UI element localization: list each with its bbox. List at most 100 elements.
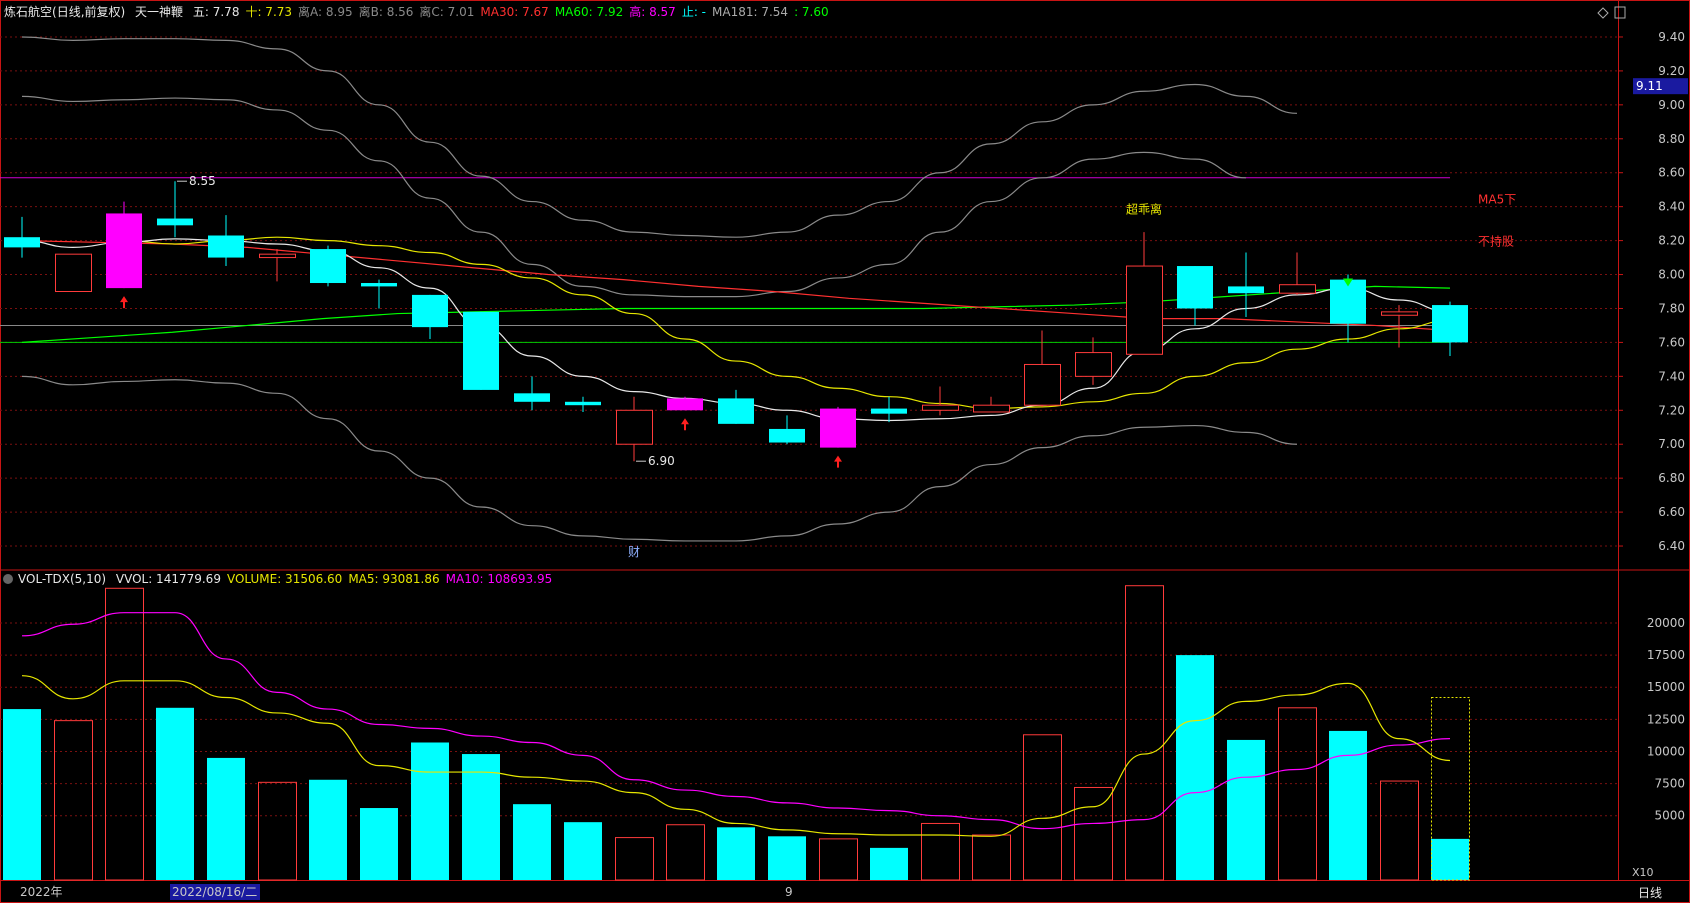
candle-body — [1330, 279, 1366, 324]
price-tick-label: 7.40 — [1658, 369, 1685, 383]
volume-bar — [717, 827, 755, 880]
volume-tick-label: 17500 — [1647, 648, 1685, 662]
diamond-icon — [1597, 7, 1609, 19]
price-tick-label: 8.60 — [1658, 166, 1685, 180]
period-tab[interactable]: 日线 — [1638, 886, 1662, 900]
volume-bar — [258, 781, 297, 881]
volume-tick-label: 5000 — [1654, 809, 1685, 823]
price-tick-label: 7.60 — [1658, 335, 1685, 349]
volume-ma5-line — [21, 675, 1451, 837]
chart-annotation: 财 — [628, 545, 640, 559]
volume-value-1: VOLUME: 31506.60 — [226, 572, 343, 586]
price-tick-label: 9.40 — [1658, 30, 1685, 44]
header-value-3: 离B: 8.56 — [358, 5, 414, 19]
candle-body — [922, 404, 959, 411]
candle-body — [667, 398, 703, 411]
volume-tick-label: 15000 — [1647, 680, 1685, 694]
candle-body — [310, 249, 346, 284]
price-tick-label: 7.00 — [1658, 437, 1685, 451]
candle-body — [514, 393, 550, 402]
candle-body — [106, 213, 142, 289]
chart-annotation: 不持股 — [1478, 234, 1514, 249]
header-value-2: 离A: 8.95 — [298, 5, 353, 19]
candle-body — [616, 409, 653, 445]
volume-bar — [615, 837, 654, 881]
volume-bar — [1278, 707, 1317, 881]
volume-tick-label: 10000 — [1647, 744, 1685, 758]
volume-value-2: MA5: 93081.86 — [348, 572, 440, 586]
volume-value-3: MA10: 108693.95 — [445, 572, 553, 586]
sell-signal-arrow — [1343, 278, 1353, 287]
volume-bar — [105, 587, 144, 881]
main-chart-header: 炼石航空(日线,前复权) 天一神鞭 五: 7.78 十: 7.73 离A: 8.95… — [4, 3, 841, 20]
volume-bar — [1023, 734, 1062, 881]
header-value-1: 十: 7.73 — [245, 5, 293, 19]
candle-body — [1432, 305, 1468, 343]
volume-tick-label: 7500 — [1654, 777, 1685, 791]
candle-body — [718, 398, 754, 424]
buy-signal-arrow — [834, 455, 842, 468]
volume-bar — [309, 779, 347, 880]
volume-bar — [207, 757, 245, 880]
chart-annotation: MA5下 — [1478, 192, 1516, 206]
price-tick-label: 8.00 — [1658, 268, 1685, 282]
price-tick-label: 6.40 — [1658, 539, 1685, 553]
volume-bar — [513, 804, 551, 880]
volume-ma10-line — [21, 612, 1451, 830]
chart-annotation: 超乖离 — [1126, 201, 1162, 216]
header-value-6: MA60: 7.92 — [554, 5, 624, 19]
date-highlight — [170, 884, 260, 900]
candle-body — [1279, 284, 1316, 294]
candle-body — [157, 218, 193, 226]
candle-body — [1024, 363, 1061, 406]
price-tick-label: 8.80 — [1658, 132, 1685, 146]
price-tick-label: 6.60 — [1658, 505, 1685, 519]
candle-body — [871, 408, 907, 414]
window-icon — [1614, 6, 1626, 19]
x-axis-label: 9 — [785, 885, 793, 899]
candle-body — [1075, 352, 1112, 377]
candle-body — [208, 235, 244, 258]
candle-body — [565, 401, 601, 406]
ma30-line — [21, 239, 1451, 332]
volume-bar — [666, 824, 705, 881]
volume-bar — [3, 709, 41, 880]
candle-body — [412, 294, 448, 328]
ma60-line — [21, 285, 1451, 344]
volume-indicator-name[interactable]: VOL-TDX(5,10) — [18, 572, 107, 586]
volume-bar — [564, 822, 602, 880]
period-label: (日线,前复权) — [52, 5, 126, 19]
high-price-annotation: 8.55 — [189, 174, 216, 188]
candle-body — [769, 428, 805, 443]
low-price-annotation: 6.90 — [648, 454, 675, 468]
volume-bar — [1380, 780, 1419, 881]
collapse-icon — [3, 574, 13, 584]
volume-bar — [1074, 786, 1113, 881]
candle-body — [820, 408, 856, 448]
volume-tick-label: 20000 — [1647, 616, 1685, 630]
volume-bar — [54, 720, 93, 881]
price-tick-label: 8.40 — [1658, 200, 1685, 214]
volume-bar — [972, 834, 1011, 881]
volume-bar — [1227, 739, 1265, 880]
buy-signal-arrow — [120, 296, 128, 309]
candle-body — [361, 283, 397, 287]
volume-bar — [360, 808, 398, 880]
price-tick-label: 9.00 — [1658, 98, 1685, 112]
volume-bar — [1329, 730, 1367, 880]
header-value-0: 五: 7.78 — [192, 5, 240, 19]
volume-unit-label: X10 — [1632, 866, 1654, 879]
indicator-name[interactable]: 天一神鞭 — [135, 5, 184, 19]
candle-body — [463, 311, 499, 390]
candle-body — [1126, 265, 1163, 355]
candle-body — [1381, 311, 1418, 316]
band-a-line — [21, 36, 1298, 238]
volume-bar — [462, 754, 500, 880]
projected-volume-box — [1431, 697, 1470, 881]
stock-name[interactable]: 炼石航空 — [4, 5, 53, 19]
candle-body — [259, 253, 296, 259]
header-value-9: MA181: 7.54 — [712, 5, 789, 19]
volume-bar — [768, 836, 806, 880]
